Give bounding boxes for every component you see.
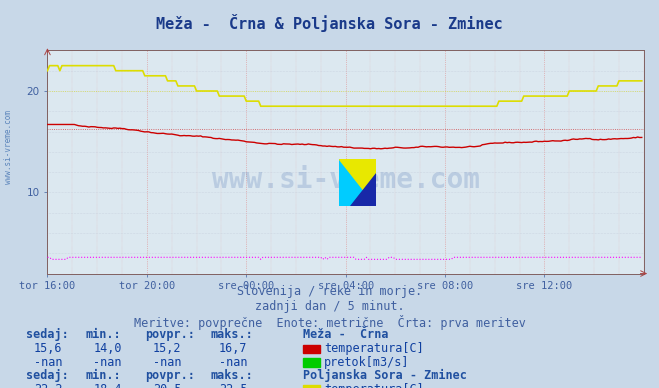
Text: maks.:: maks.: xyxy=(211,369,254,383)
Text: sedaj:: sedaj: xyxy=(26,328,69,341)
Text: povpr.:: povpr.: xyxy=(145,328,195,341)
Text: Meritve: povprečne  Enote: metrične  Črta: prva meritev: Meritve: povprečne Enote: metrične Črta:… xyxy=(134,315,525,330)
Text: -nan: -nan xyxy=(153,356,181,369)
Text: 22,2: 22,2 xyxy=(34,383,63,388)
Text: 15,6: 15,6 xyxy=(34,342,63,355)
Text: 16,7: 16,7 xyxy=(219,342,247,355)
Text: 20,5: 20,5 xyxy=(153,383,181,388)
Text: zadnji dan / 5 minut.: zadnji dan / 5 minut. xyxy=(254,300,405,313)
Text: maks.:: maks.: xyxy=(211,328,254,341)
Text: -nan: -nan xyxy=(34,356,63,369)
Text: 22,5: 22,5 xyxy=(219,383,247,388)
Text: 18,4: 18,4 xyxy=(94,383,122,388)
Text: Poljanska Sora - Zminec: Poljanska Sora - Zminec xyxy=(303,369,467,383)
Text: www.si-vreme.com: www.si-vreme.com xyxy=(4,111,13,184)
Text: pretok[m3/s]: pretok[m3/s] xyxy=(324,356,410,369)
Polygon shape xyxy=(351,173,376,206)
Text: 15,2: 15,2 xyxy=(153,342,181,355)
Text: www.si-vreme.com: www.si-vreme.com xyxy=(212,166,480,194)
Text: min.:: min.: xyxy=(86,328,121,341)
Text: 14,0: 14,0 xyxy=(94,342,122,355)
Polygon shape xyxy=(339,159,376,206)
Text: povpr.:: povpr.: xyxy=(145,369,195,383)
Polygon shape xyxy=(339,159,376,206)
Text: sedaj:: sedaj: xyxy=(26,369,69,383)
Text: Meža -  Črna & Poljanska Sora - Zminec: Meža - Črna & Poljanska Sora - Zminec xyxy=(156,14,503,31)
Text: -nan: -nan xyxy=(219,356,247,369)
Text: Meža -  Črna: Meža - Črna xyxy=(303,328,389,341)
Text: temperatura[C]: temperatura[C] xyxy=(324,342,424,355)
Text: temperatura[C]: temperatura[C] xyxy=(324,383,424,388)
Text: -nan: -nan xyxy=(94,356,122,369)
Text: min.:: min.: xyxy=(86,369,121,383)
Text: Slovenija / reke in morje.: Slovenija / reke in morje. xyxy=(237,285,422,298)
